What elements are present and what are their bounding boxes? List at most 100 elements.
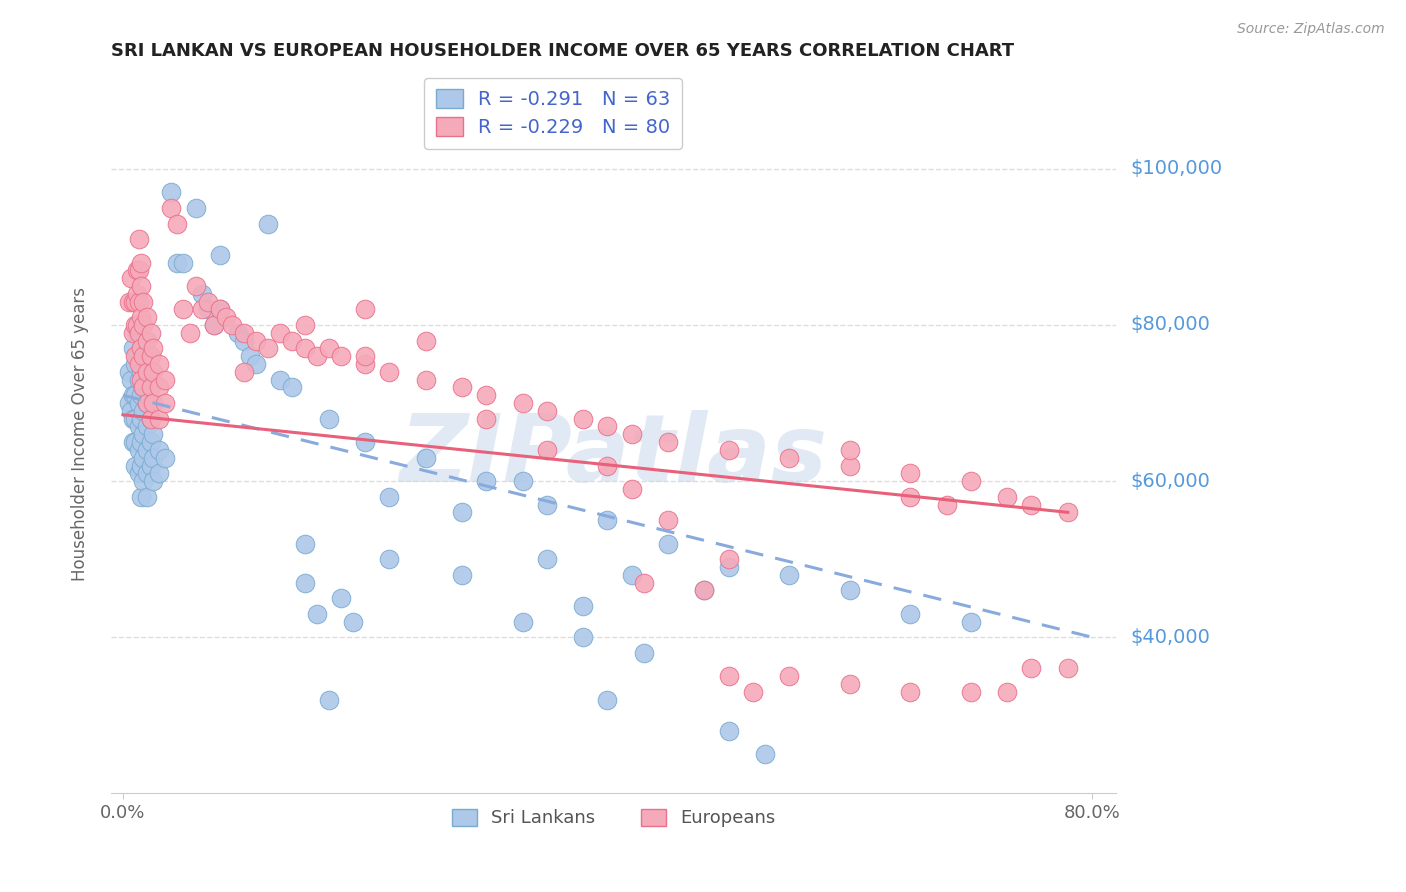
Point <box>142 474 165 488</box>
Point <box>202 318 225 332</box>
Point <box>536 552 558 566</box>
Point <box>148 467 170 481</box>
Point <box>354 349 377 363</box>
Point <box>129 373 152 387</box>
Point <box>128 442 150 457</box>
Point <box>139 380 162 394</box>
Point <box>139 411 162 425</box>
Point <box>118 365 141 379</box>
Point <box>121 435 143 450</box>
Point <box>136 419 159 434</box>
Point <box>121 411 143 425</box>
Point <box>329 591 352 606</box>
Point <box>717 442 740 457</box>
Point <box>305 607 328 621</box>
Point <box>166 217 188 231</box>
Point <box>657 435 679 450</box>
Point <box>132 427 155 442</box>
Point <box>318 692 340 706</box>
Point <box>128 263 150 277</box>
Point <box>118 396 141 410</box>
Point <box>120 404 142 418</box>
Point <box>208 248 231 262</box>
Point <box>172 302 194 317</box>
Text: $60,000: $60,000 <box>1130 472 1211 491</box>
Point <box>142 365 165 379</box>
Point <box>935 498 957 512</box>
Point <box>120 373 142 387</box>
Point <box>778 567 800 582</box>
Point <box>128 373 150 387</box>
Point <box>717 560 740 574</box>
Point <box>118 294 141 309</box>
Point <box>572 599 595 613</box>
Point <box>294 536 316 550</box>
Point <box>378 552 401 566</box>
Point <box>142 342 165 356</box>
Point <box>124 411 146 425</box>
Point <box>1021 498 1043 512</box>
Point <box>354 357 377 371</box>
Point <box>124 388 146 402</box>
Point <box>121 326 143 340</box>
Point <box>124 435 146 450</box>
Point <box>329 349 352 363</box>
Point <box>257 342 280 356</box>
Point <box>960 615 983 629</box>
Point <box>139 326 162 340</box>
Point <box>838 677 860 691</box>
Point <box>197 294 219 309</box>
Point <box>281 380 304 394</box>
Point <box>318 342 340 356</box>
Point <box>132 380 155 394</box>
Point <box>269 326 291 340</box>
Point <box>132 318 155 332</box>
Point <box>132 294 155 309</box>
Point <box>139 435 162 450</box>
Point <box>245 334 267 348</box>
Point <box>142 450 165 465</box>
Point <box>239 349 262 363</box>
Point <box>305 349 328 363</box>
Point <box>1056 661 1078 675</box>
Point <box>155 450 177 465</box>
Point <box>898 467 921 481</box>
Point <box>693 583 716 598</box>
Point <box>142 396 165 410</box>
Point <box>294 342 316 356</box>
Point <box>620 482 643 496</box>
Point <box>129 310 152 325</box>
Point <box>139 458 162 473</box>
Point <box>378 490 401 504</box>
Point <box>451 505 474 519</box>
Point <box>269 373 291 387</box>
Point <box>124 294 146 309</box>
Point <box>536 498 558 512</box>
Point <box>148 442 170 457</box>
Point <box>741 685 763 699</box>
Point <box>166 255 188 269</box>
Point <box>124 458 146 473</box>
Point <box>778 669 800 683</box>
Point <box>995 685 1018 699</box>
Point <box>139 411 162 425</box>
Point <box>127 286 149 301</box>
Point <box>778 450 800 465</box>
Point <box>132 404 155 418</box>
Point <box>1056 505 1078 519</box>
Point <box>208 302 231 317</box>
Point <box>512 474 534 488</box>
Point <box>596 513 619 527</box>
Text: SRI LANKAN VS EUROPEAN HOUSEHOLDER INCOME OVER 65 YEARS CORRELATION CHART: SRI LANKAN VS EUROPEAN HOUSEHOLDER INCOM… <box>111 42 1014 60</box>
Point <box>121 388 143 402</box>
Point <box>536 404 558 418</box>
Point <box>136 365 159 379</box>
Point <box>132 474 155 488</box>
Point <box>160 201 183 215</box>
Point <box>127 349 149 363</box>
Point <box>129 388 152 402</box>
Point <box>136 334 159 348</box>
Point <box>197 302 219 317</box>
Point <box>129 342 152 356</box>
Point <box>354 435 377 450</box>
